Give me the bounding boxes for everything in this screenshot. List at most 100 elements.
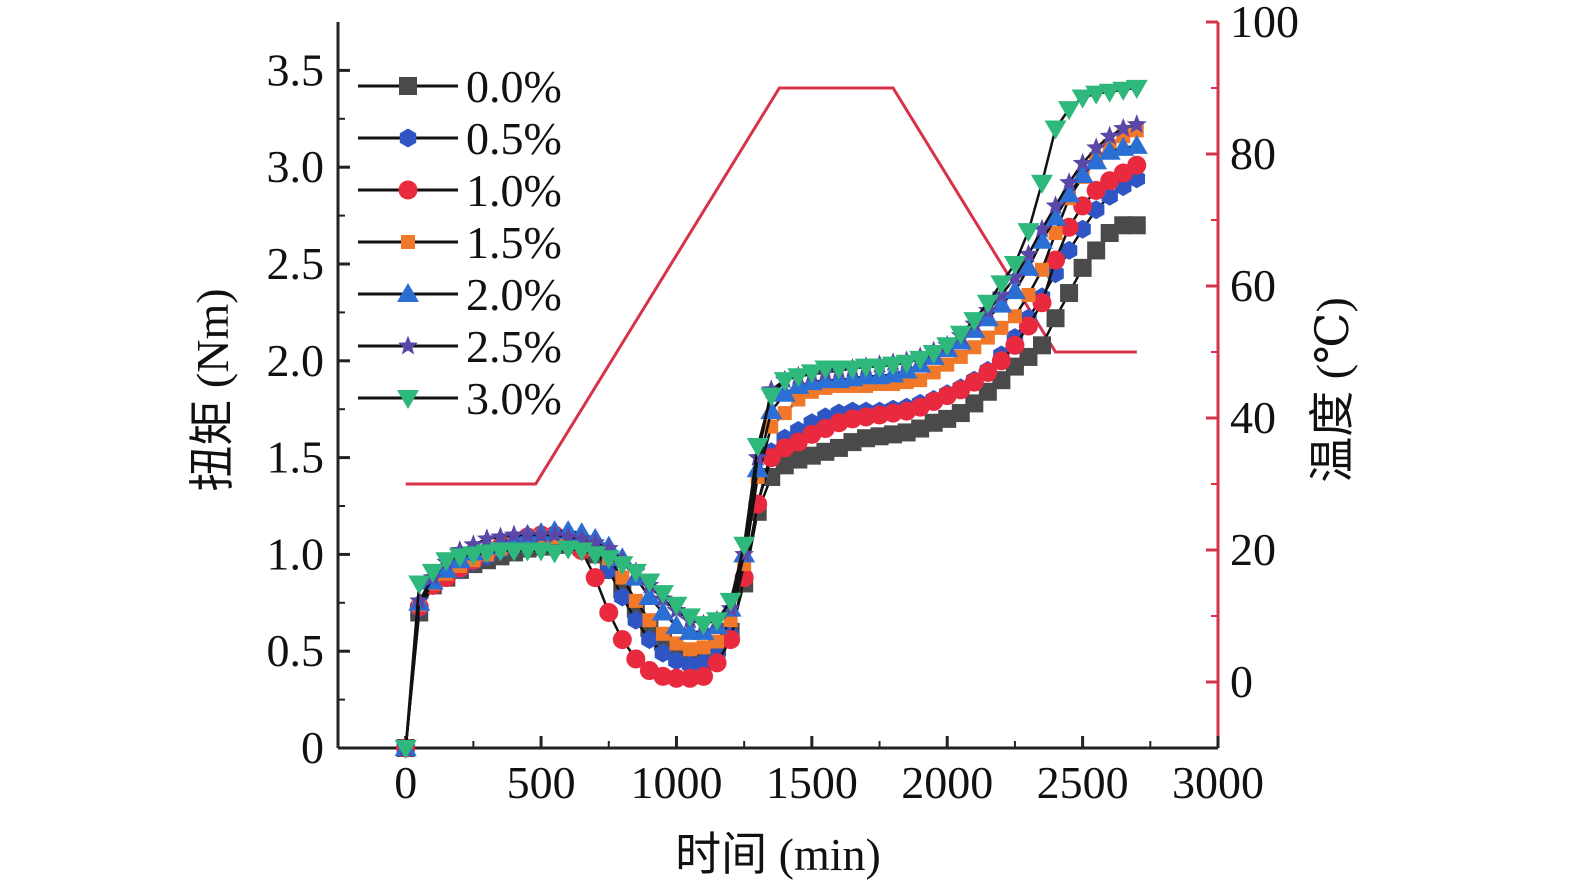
data-point <box>980 330 995 345</box>
data-point <box>721 630 741 650</box>
data-point <box>1035 262 1049 277</box>
data-point <box>1072 152 1093 172</box>
data-point <box>882 356 905 376</box>
data-point <box>624 563 647 583</box>
data-point <box>435 552 458 572</box>
data-point <box>1058 183 1081 203</box>
x-tick-label: 2000 <box>901 757 993 808</box>
data-point <box>1113 118 1134 137</box>
data-point <box>476 528 497 548</box>
data-point <box>936 337 959 357</box>
data-point <box>978 382 997 401</box>
legend-label: 2.0% <box>466 269 562 320</box>
data-point <box>1007 309 1022 324</box>
data-point <box>571 528 592 548</box>
data-point <box>746 458 769 478</box>
data-point <box>911 419 930 438</box>
data-point <box>922 345 945 365</box>
legend-label: 1.5% <box>466 217 562 268</box>
legend-marker <box>398 180 418 200</box>
data-point <box>829 438 848 457</box>
y-tick-label: 2.0 <box>267 335 325 386</box>
data-point <box>964 372 984 392</box>
data-point <box>791 392 806 407</box>
data-point <box>611 556 634 576</box>
data-point <box>884 425 903 444</box>
data-point <box>558 526 579 546</box>
data-point <box>1003 256 1026 275</box>
data-point <box>654 643 672 663</box>
data-point <box>1033 336 1051 355</box>
data-point <box>681 655 699 675</box>
legend-label: 0.5% <box>466 113 562 164</box>
data-point <box>531 524 552 544</box>
data-point <box>978 362 998 382</box>
data-point <box>940 357 955 372</box>
data-point <box>802 446 821 465</box>
data-point <box>841 360 864 380</box>
data-point <box>990 275 1013 295</box>
data-point <box>1017 256 1040 276</box>
data-point <box>1004 267 1025 286</box>
data-point <box>585 568 605 588</box>
y2-tick-label: 60 <box>1230 260 1276 311</box>
data-point <box>504 524 524 544</box>
data-point <box>1058 101 1081 121</box>
y-tick-label: 0.5 <box>267 625 325 676</box>
x-tick-label: 1000 <box>630 757 722 808</box>
x-tick-label: 2500 <box>1037 757 1129 808</box>
data-point <box>1127 216 1146 235</box>
data-point <box>1031 229 1053 249</box>
data-point <box>1019 347 1038 366</box>
data-point <box>665 615 688 635</box>
data-point <box>1017 223 1040 243</box>
data-point <box>638 573 661 593</box>
data-point <box>665 596 688 616</box>
data-point <box>773 382 796 402</box>
data-point <box>706 612 729 632</box>
data-point <box>1114 216 1133 235</box>
data-point <box>816 442 835 461</box>
data-point <box>800 364 823 384</box>
data-point <box>683 642 697 657</box>
legend-item: 1.5% <box>358 217 562 268</box>
data-point <box>421 563 444 583</box>
data-point <box>1031 174 1053 194</box>
data-point <box>626 649 646 669</box>
y-tick-label: 1.5 <box>267 432 325 483</box>
data-point <box>924 413 943 432</box>
data-point <box>994 320 1009 335</box>
data-point <box>761 448 781 468</box>
data-point <box>696 640 711 655</box>
temperature-line <box>405 86 1137 486</box>
data-point <box>1060 240 1078 260</box>
data-point <box>669 636 684 651</box>
legend-marker <box>399 77 417 95</box>
data-point <box>655 626 670 641</box>
y2-tick-label: 40 <box>1230 392 1276 443</box>
data-point <box>843 433 862 452</box>
data-point <box>599 602 619 622</box>
data-point <box>543 544 566 564</box>
data-point <box>651 585 674 605</box>
data-point <box>1125 134 1148 154</box>
data-point <box>1086 180 1106 200</box>
data-point <box>666 668 686 688</box>
legend-item: 1.0% <box>358 165 562 216</box>
data-point <box>638 585 661 605</box>
data-point <box>1087 241 1106 260</box>
data-point <box>597 550 620 570</box>
y-tick-label: 2.5 <box>267 238 325 289</box>
data-point <box>976 294 999 314</box>
series-layer <box>394 79 1148 759</box>
data-point <box>1060 284 1079 303</box>
data-point <box>857 429 875 448</box>
data-point <box>949 325 972 345</box>
data-point <box>1032 218 1052 238</box>
data-point <box>789 450 808 469</box>
data-point <box>965 394 984 413</box>
y-tick-label: 3.0 <box>267 141 325 192</box>
data-point <box>612 630 632 650</box>
data-point <box>1005 335 1025 355</box>
